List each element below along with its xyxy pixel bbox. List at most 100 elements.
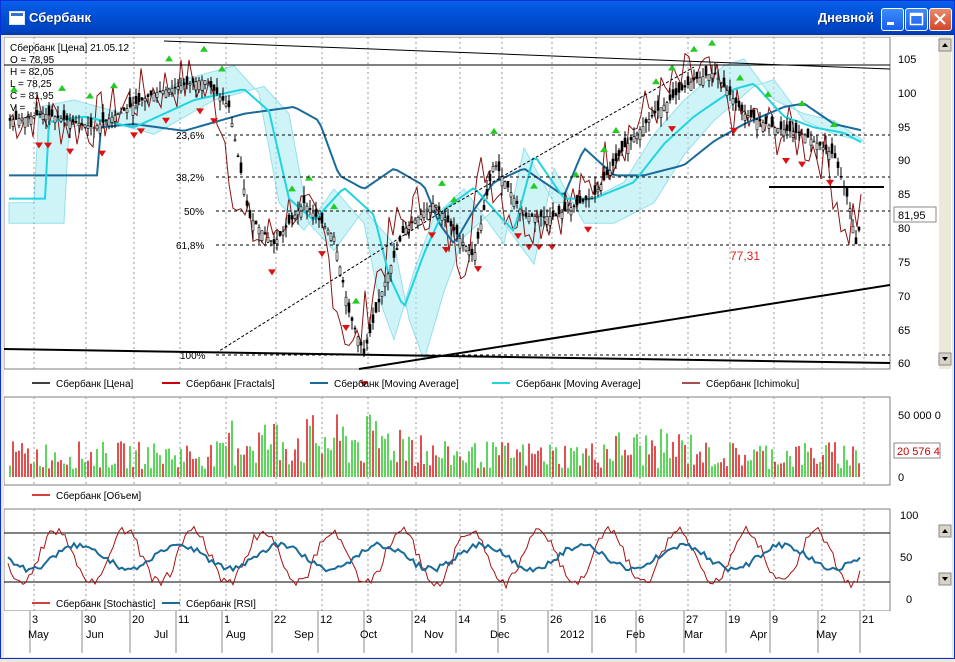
legend-item[interactable]: Сбербанк [Цена] [56,378,134,390]
date-month-label: Sep [294,629,314,641]
price-bar-body [224,103,228,107]
price-bar-body [29,115,33,125]
price-scrollbar[interactable] [939,37,951,369]
price-bar-body [77,123,81,126]
y-tick: 50 [900,552,912,564]
osc-legend: Сбербанк [Stochastic] Сбербанк [RSI] [32,598,256,610]
price-bar-body [668,94,672,101]
price-bar-body [98,123,102,134]
price-bar-body [386,273,390,283]
price-bar-body [395,248,399,250]
price-bar-body [632,136,636,143]
close-button[interactable] [929,8,952,31]
fractal-up-marker [736,74,744,81]
fractal-up-marker [352,297,360,304]
price-bar-body [776,128,780,133]
fib-base-line[interactable] [215,206,450,354]
legend-item[interactable]: Сбербанк [Ichimoku] [706,378,799,390]
price-bar-body [521,214,525,216]
price-bar-body [206,83,210,86]
price-bar-body [119,111,123,114]
price-bar-body [383,281,387,287]
fractal-down-marker [535,244,543,251]
price-annotation: 77,31 [730,249,760,263]
price-bar-body [857,226,861,231]
price-bar-body [701,76,705,86]
price-bar-body [755,119,759,131]
date-day-label: 14 [458,614,470,626]
fractal-down-marker [782,157,790,164]
price-bar-body [50,109,54,117]
price-bar-body [752,109,756,119]
price-bar-body [680,84,684,91]
maximize-button[interactable] [905,8,928,31]
rising-trend-line[interactable] [358,284,891,370]
price-bar-body [134,96,138,104]
date-day-label: 21 [862,614,874,626]
price-bar-body [41,113,45,120]
legend-item[interactable]: Сбербанк [Moving Average] [334,378,459,390]
price-bar-body [221,96,225,101]
price-bar-body [623,137,627,148]
price-bar-body [122,107,126,111]
interval-label[interactable]: Дневной [817,10,874,25]
price-bar-body [443,217,447,220]
minimize-button[interactable] [881,8,904,31]
resistance-line[interactable] [163,40,891,70]
legend-item[interactable]: Сбербанк [Moving Average] [516,378,641,390]
price-bar-body [23,117,27,128]
price-bar-body [608,170,612,176]
chart-svg[interactable]: 23,6% 38,2% 50% 61,8% 100% 77,31 Сбербан… [3,36,952,657]
price-bar-body [167,88,171,93]
rsi-line [7,541,861,574]
y-tick: 65 [898,325,910,337]
price-bar-body [176,86,180,90]
date-day-label: 16 [594,614,606,626]
price-bar-body [773,127,777,135]
fractal-up-marker [490,127,498,134]
price-bar-body [110,116,114,123]
price-bar-body [191,78,195,83]
ma-slow-line [9,102,862,244]
price-bar-body [464,246,468,252]
price-bar-body [422,211,426,218]
price-bar-body [656,100,660,111]
price-bar-body [515,200,519,204]
price-bar-body [716,77,720,80]
price-bar-body [614,153,618,162]
price-bar-body [53,116,57,124]
legend-item[interactable]: Сбербанк [Stochastic] [56,598,156,610]
price-bar-body [470,248,474,256]
legend-item[interactable]: Сбербанк [Объем] [56,490,141,502]
chart-area[interactable]: 23,6% 38,2% 50% 61,8% 100% 77,31 Сбербан… [3,36,952,657]
fractal-down-marker [360,381,368,388]
price-bar-body [401,226,405,234]
price-bar-body [674,88,678,96]
title-bar[interactable]: Сбербанк Дневной [1,1,954,35]
price-bar-body [245,200,249,206]
fractal-up-marker [438,179,446,186]
price-bar-body [554,214,558,217]
price-bar-body [272,239,276,245]
scroll-up-icon [942,43,948,47]
price-bar-body [218,96,222,102]
price-bar-body [368,324,372,334]
legend-item[interactable]: Сбербанк [RSI] [186,598,256,610]
fib-label-50: 50% [184,207,204,218]
volume-legend: Сбербанк [Объем] [32,490,141,502]
price-bar-body [524,212,528,217]
price-bar-body [437,206,441,210]
y-tick: 95 [898,122,910,134]
price-bar-body [749,109,753,118]
price-bar-body [101,112,105,123]
info-line: C = 81,95 [10,91,54,102]
legend-item[interactable]: Сбербанк [Fractals] [186,378,275,390]
price-bar-body [692,77,696,80]
price-bar-body [359,341,363,346]
price-bar-body [146,94,150,97]
price-bar-body [851,225,855,234]
fib-base-line-2[interactable] [448,66,695,208]
price-bar-body [611,158,615,166]
scroll-down-icon [942,357,948,361]
price-bar-body [602,171,606,181]
